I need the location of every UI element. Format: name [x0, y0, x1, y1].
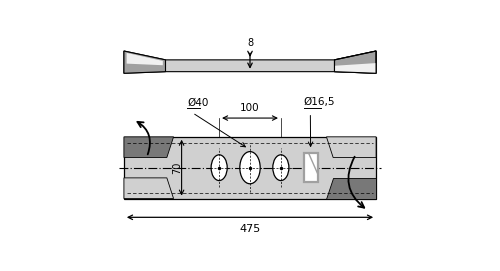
Polygon shape — [124, 51, 166, 73]
Text: 100: 100 — [240, 103, 260, 113]
Bar — [124, 137, 376, 199]
Text: 70: 70 — [172, 162, 182, 174]
Polygon shape — [124, 178, 174, 199]
Polygon shape — [126, 53, 163, 65]
Text: Ø40: Ø40 — [187, 97, 208, 107]
Text: 8: 8 — [247, 38, 253, 48]
Polygon shape — [334, 63, 376, 73]
Polygon shape — [326, 137, 376, 157]
Ellipse shape — [240, 151, 260, 184]
Polygon shape — [334, 51, 376, 73]
Ellipse shape — [211, 155, 227, 180]
Text: Ø16,5: Ø16,5 — [304, 97, 335, 107]
Polygon shape — [124, 137, 174, 157]
Polygon shape — [337, 70, 374, 72]
Polygon shape — [124, 51, 376, 73]
Polygon shape — [326, 178, 376, 199]
Ellipse shape — [273, 155, 289, 180]
Bar — [304, 153, 318, 182]
Text: 475: 475 — [240, 224, 260, 234]
